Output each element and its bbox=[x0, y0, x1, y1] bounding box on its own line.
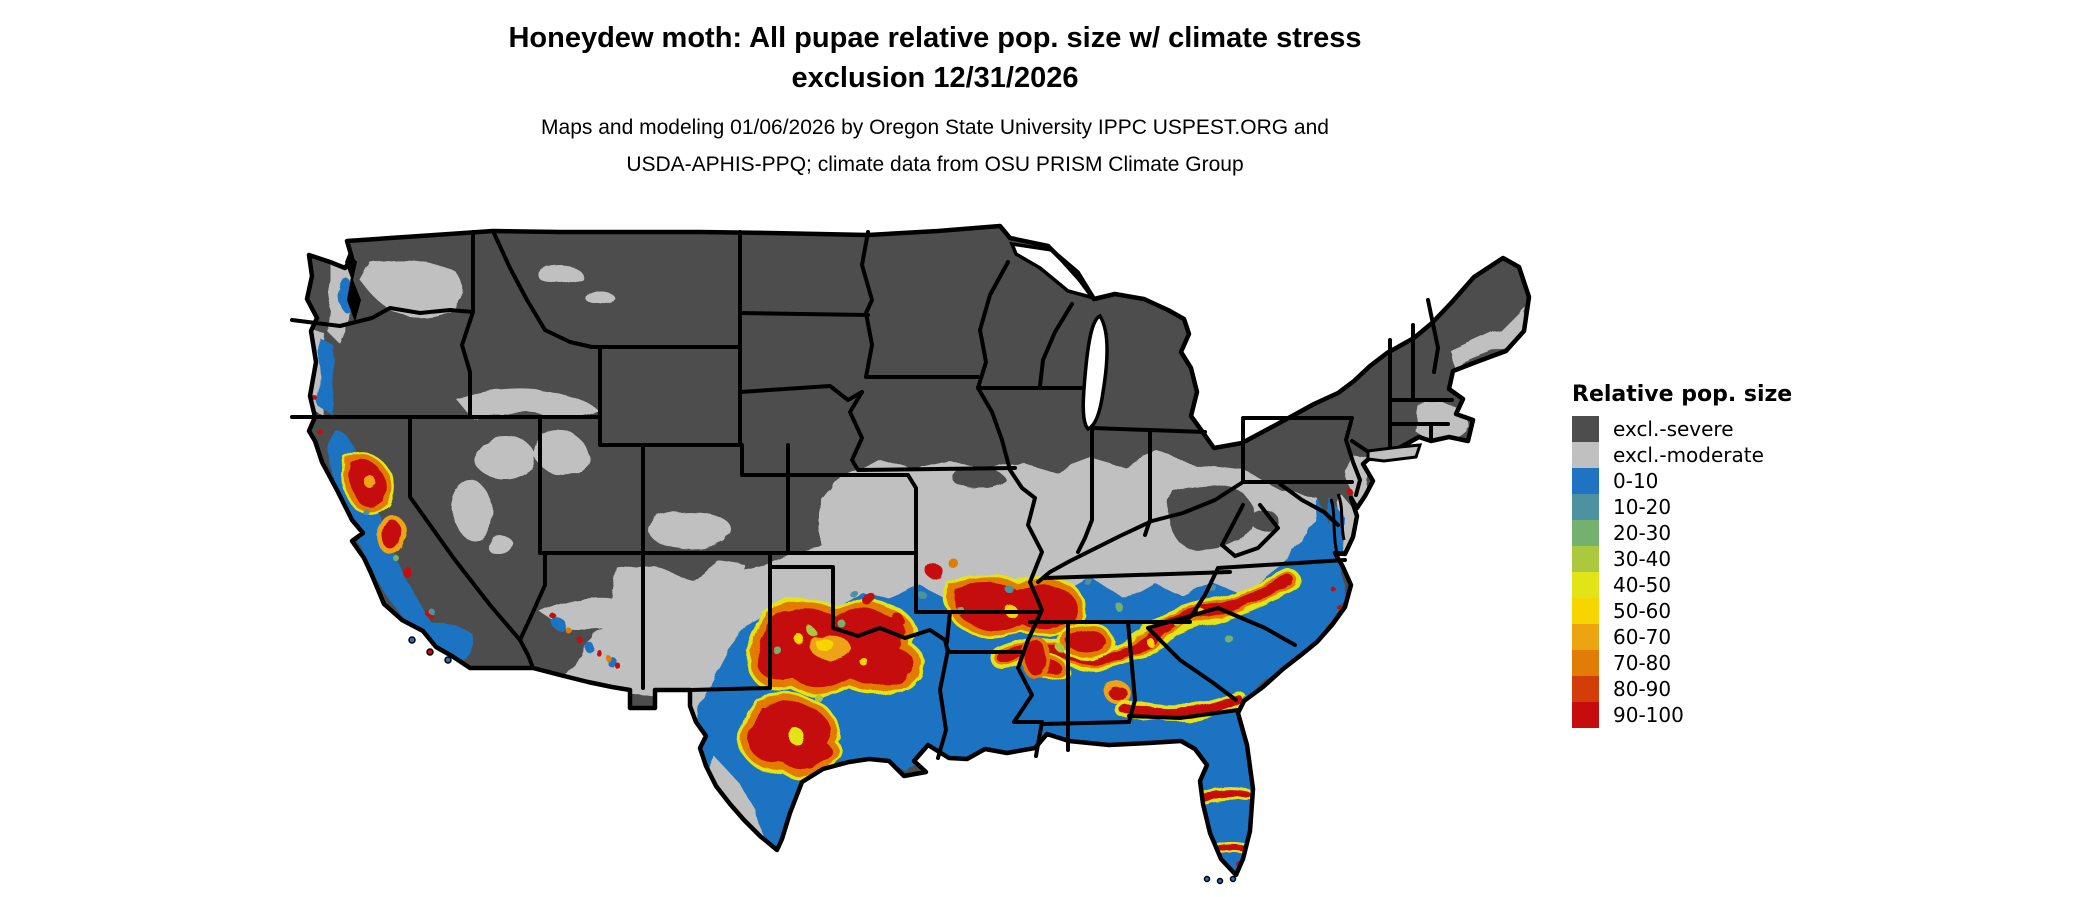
hotband-ga-fl bbox=[1111, 691, 1247, 723]
legend-swatch-excl-moderate bbox=[1572, 442, 1599, 468]
map-title-line1: Honeydew moth: All pupae relative pop. s… bbox=[508, 22, 1362, 54]
region-moderate-greatbasin1 bbox=[475, 436, 535, 480]
legend-row: excl.-severe bbox=[1572, 416, 1872, 442]
legend-row: 20-30 bbox=[1572, 520, 1872, 546]
legend-label: 10-20 bbox=[1613, 495, 1672, 519]
region-moderate-mainecoast bbox=[1452, 306, 1524, 370]
hotblob-california bbox=[343, 453, 432, 616]
region-moderate-mt1 bbox=[538, 265, 582, 285]
legend-row: 60-70 bbox=[1572, 624, 1872, 650]
legend-swatch-80-90 bbox=[1572, 676, 1599, 702]
legend-swatch-90-100 bbox=[1572, 702, 1599, 728]
region-moderate-mogollon bbox=[540, 597, 643, 630]
map-title-line2: exclusion 12/31/2026 bbox=[791, 62, 1079, 94]
legend-label: 70-80 bbox=[1613, 651, 1672, 675]
legend-row: 90-100 bbox=[1572, 702, 1872, 728]
hotblob-ar-tn bbox=[943, 572, 1086, 639]
raster-fills bbox=[307, 247, 1524, 875]
region-moderate-snake bbox=[455, 387, 600, 420]
legend-title: Relative pop. size bbox=[1572, 382, 1793, 407]
chesapeake-bay bbox=[1329, 493, 1346, 554]
region-severe-wv bbox=[1248, 508, 1276, 528]
map-subtitle-line2: USDA-APHIS-PPQ; climate data from OSU PR… bbox=[626, 153, 1244, 176]
region-moderate-southtx bbox=[708, 757, 772, 847]
map-subtitle-line1: Maps and modeling 01/06/2026 by Oregon S… bbox=[541, 116, 1329, 139]
legend-label: 20-30 bbox=[1613, 521, 1672, 545]
channel-islands bbox=[408, 636, 452, 664]
region-blue-az1 bbox=[554, 619, 566, 631]
map-header: Honeydew moth: All pupae relative pop. s… bbox=[0, 18, 1870, 183]
legend-label: 60-70 bbox=[1613, 625, 1672, 649]
legend-row: 80-90 bbox=[1572, 676, 1872, 702]
legend-label: 40-50 bbox=[1613, 573, 1672, 597]
legend-swatch-70-80 bbox=[1572, 650, 1599, 676]
legend-label: 50-60 bbox=[1613, 599, 1672, 623]
legend-label: 0-10 bbox=[1613, 469, 1659, 493]
region-moderate-cose bbox=[648, 512, 732, 548]
region-moderate-aznm bbox=[560, 619, 740, 697]
legend-row: 0-10 bbox=[1572, 468, 1872, 494]
region-blue-south bbox=[700, 497, 1345, 875]
florida-keys bbox=[1203, 875, 1237, 885]
legend-row: excl.-moderate bbox=[1572, 442, 1872, 468]
legend-label: 80-90 bbox=[1613, 677, 1672, 701]
region-moderate-mt2 bbox=[588, 292, 616, 308]
hotblob-centraltx bbox=[741, 694, 842, 779]
long-island bbox=[1366, 443, 1423, 463]
legend-label: excl.-severe bbox=[1613, 417, 1734, 441]
region-moderate-greatbasin2 bbox=[452, 482, 492, 538]
map-subtitle: Maps and modeling 01/06/2026 by Oregon S… bbox=[0, 109, 1870, 183]
legend-swatch-20-30 bbox=[1572, 520, 1599, 546]
region-moderate-columbia bbox=[360, 258, 465, 319]
legend-row: 50-60 bbox=[1572, 598, 1872, 624]
legend-label: excl.-moderate bbox=[1613, 443, 1764, 467]
region-blue-willamette bbox=[316, 338, 332, 410]
hotblob-ms-al bbox=[1024, 621, 1129, 700]
region-moderate-nv1 bbox=[487, 535, 513, 555]
legend-swatch-30-40 bbox=[1572, 546, 1599, 572]
region-severe-mo bbox=[954, 470, 1006, 490]
region-blue-az2 bbox=[583, 641, 593, 651]
region-severe-appalachia bbox=[1169, 485, 1253, 551]
legend-row: 70-80 bbox=[1572, 650, 1872, 676]
state-borders bbox=[290, 229, 1454, 760]
legend-swatch-60-70 bbox=[1572, 624, 1599, 650]
legend-row: 40-50 bbox=[1572, 572, 1872, 598]
legend-swatch-40-50 bbox=[1572, 572, 1599, 598]
lake-michigan bbox=[1081, 313, 1109, 432]
legend-swatch-10-20 bbox=[1572, 494, 1599, 520]
legend-swatch-0-10 bbox=[1572, 468, 1599, 494]
legend-row: 30-40 bbox=[1572, 546, 1872, 572]
great-lakes bbox=[1009, 241, 1109, 432]
legend-row: 10-20 bbox=[1572, 494, 1872, 520]
legend-label: 30-40 bbox=[1613, 547, 1672, 571]
region-moderate-saltlake bbox=[534, 432, 586, 472]
legend-swatch-50-60 bbox=[1572, 598, 1599, 624]
region-blue-ncsounds bbox=[1314, 575, 1344, 620]
legend-label: 90-100 bbox=[1613, 703, 1684, 727]
legend: Relative pop. size excl.-severe excl.-mo… bbox=[1572, 382, 1872, 728]
puget-sound bbox=[345, 252, 361, 322]
legend-swatch-excl-severe bbox=[1572, 416, 1599, 442]
